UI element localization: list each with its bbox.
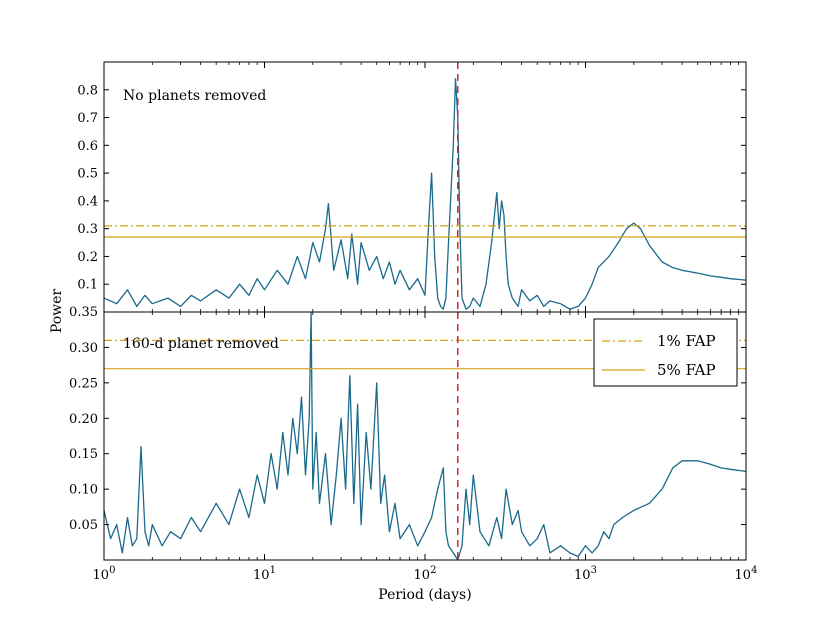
top-annotation: No planets removed [123, 88, 266, 104]
x-axis: 100 101 102 103 104 [93, 62, 758, 583]
xtick-label: 103 [574, 565, 597, 583]
top-ytick-label: 0.4 [77, 194, 98, 209]
bottom-ytick-label: 0.30 [69, 341, 98, 356]
top-ytick-label: 0.8 [77, 83, 98, 98]
bottom-ytick-label: 0.15 [69, 447, 98, 462]
bottom-y-axis: 0.05 0.10 0.15 0.20 0.25 0.30 [69, 341, 746, 533]
bottom-ytick-label: 0.25 [69, 376, 98, 391]
xtick-label: 101 [253, 565, 276, 583]
xtick-label: 100 [93, 565, 116, 583]
top-ytick-label: 0.7 [77, 111, 98, 126]
top-panel: 0.1 0.2 0.3 0.4 0.5 0.6 0.7 0.8 No planets remo… [69, 62, 746, 320]
y-axis-label: Power [49, 289, 65, 334]
top-bottom-tick-label: 0.35 [69, 305, 98, 320]
top-ytick-label: 0.6 [77, 139, 98, 154]
bottom-periodogram-line [104, 312, 746, 560]
bottom-ytick-label: 0.10 [69, 483, 98, 498]
top-ytick-label: 0.2 [77, 250, 98, 265]
top-y-axis: 0.1 0.2 0.3 0.4 0.5 0.6 0.7 0.8 [77, 83, 746, 293]
bottom-ytick-label: 0.20 [69, 412, 98, 427]
legend-label-5pct: 5% FAP [657, 361, 716, 379]
legend: 1% FAP 5% FAP [593, 318, 738, 387]
top-ytick-label: 0.1 [77, 278, 98, 293]
top-ytick-label: 0.5 [77, 167, 98, 182]
xtick-label: 104 [735, 565, 758, 583]
top-plot-area [104, 62, 746, 312]
x-axis-label: Period (days) [378, 587, 471, 603]
bottom-annotation: 160-d planet removed [123, 336, 279, 352]
legend-box [593, 318, 738, 387]
top-periodogram-line [104, 78, 746, 310]
xtick-label: 102 [414, 565, 437, 583]
top-ytick-label: 0.3 [77, 222, 98, 237]
legend-label-1pct: 1% FAP [657, 332, 716, 350]
bottom-ytick-label: 0.05 [69, 518, 98, 533]
